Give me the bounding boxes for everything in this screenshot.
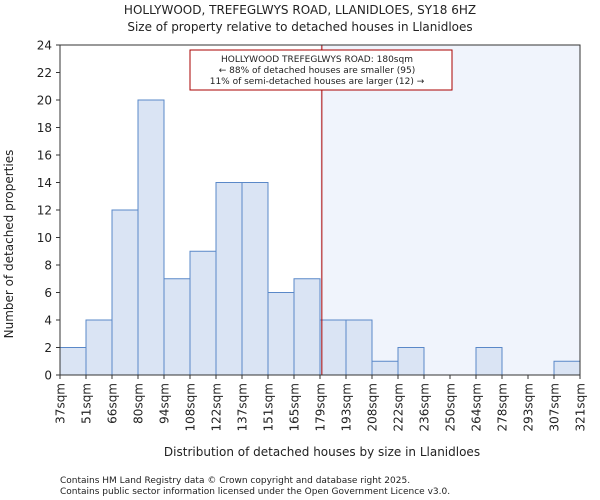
x-tick-label-264sqm: 264sqm (470, 383, 484, 431)
chart-subtitle: Size of property relative to detached ho… (127, 20, 472, 34)
annotation-box: HOLLYWOOD TREFEGLWYS ROAD: 180sqm ← 88% … (189, 49, 453, 91)
x-axis: 37sqm 51sqm 66sqm 80sqm 94sqm 108sqm 122sqm 137… (54, 375, 588, 431)
annotation-line-3: 11% of semi-detached houses are larger (… (210, 77, 425, 87)
x-tick-label-250sqm: 250sqm (444, 383, 458, 431)
y-tick-label-12: 12 (37, 204, 52, 218)
y-tick-label-22: 22 (37, 66, 52, 80)
annotation-line-1: HOLLYWOOD TREFEGLWYS ROAD: 180sqm (221, 55, 413, 65)
bar-151sqm (267, 292, 295, 376)
x-tick-label-80sqm: 80sqm (132, 383, 146, 424)
x-tick-label-179sqm: 179sqm (314, 383, 328, 431)
bar-307sqm (553, 360, 581, 376)
bars (59, 99, 581, 376)
bar-51sqm (85, 319, 113, 376)
y-tick-label-4: 4 (44, 314, 52, 328)
x-tick-label-236sqm: 236sqm (418, 383, 432, 431)
x-tick-label-51sqm: 51sqm (80, 383, 94, 424)
x-tick-label-222sqm: 222sqm (392, 383, 406, 431)
x-tick-label-193sqm: 193sqm (340, 383, 354, 431)
x-tick-label-151sqm: 151sqm (262, 383, 276, 431)
x-axis-label: Distribution of detached houses by size … (164, 445, 480, 459)
bar-165sqm (293, 278, 321, 376)
bar-80sqm (137, 99, 165, 376)
bar-108sqm (189, 250, 217, 376)
bar-193sqm (345, 319, 373, 376)
y-tick-label-8: 8 (44, 259, 52, 273)
y-tick-label-14: 14 (37, 176, 52, 190)
bar-264sqm (475, 347, 503, 376)
bar-66sqm (111, 209, 139, 376)
y-tick-label-20: 20 (37, 94, 52, 108)
x-tick-label-208sqm: 208sqm (366, 383, 380, 431)
x-tick-label-278sqm: 278sqm (496, 383, 510, 431)
bar-94sqm (163, 278, 191, 376)
y-tick-label-10: 10 (37, 231, 52, 245)
x-tick-label-293sqm: 293sqm (522, 383, 536, 431)
y-tick-label-6: 6 (44, 286, 52, 300)
bar-179sqm (319, 319, 347, 376)
x-tick-label-307sqm: 307sqm (548, 383, 562, 431)
x-tick-label-108sqm: 108sqm (184, 383, 198, 431)
y-axis-label: Number of detached properties (2, 150, 16, 339)
y-tick-label-16: 16 (37, 149, 52, 163)
annotation-line-2: ← 88% of detached houses are smaller (95… (219, 66, 416, 76)
y-tick-label-0: 0 (44, 369, 52, 383)
chart-title: HOLLYWOOD, TREFEGLWYS ROAD, LLANIDLOES, … (124, 3, 476, 17)
y-tick-label-18: 18 (37, 121, 52, 135)
annotation-box-frame (189, 49, 453, 91)
x-tick-label-66sqm: 66sqm (106, 383, 120, 424)
footer-line-1: Contains HM Land Registry data © Crown c… (60, 476, 410, 486)
y-tick-label-2: 2 (44, 341, 52, 355)
bar-222sqm (397, 347, 425, 376)
bar-208sqm (371, 360, 399, 376)
x-tick-label-165sqm: 165sqm (288, 383, 302, 431)
footer-line-2: Contains public sector information licen… (60, 487, 450, 497)
x-tick-label-321sqm: 321sqm (574, 383, 588, 431)
x-tick-label-37sqm: 37sqm (54, 383, 68, 424)
bar-122sqm (215, 182, 243, 376)
bar-137sqm (241, 182, 269, 376)
y-tick-label-24: 24 (37, 39, 52, 53)
x-tick-label-94sqm: 94sqm (158, 383, 172, 424)
bar-37sqm (59, 347, 87, 376)
x-tick-label-122sqm: 122sqm (210, 383, 224, 431)
x-tick-label-137sqm: 137sqm (236, 383, 250, 431)
